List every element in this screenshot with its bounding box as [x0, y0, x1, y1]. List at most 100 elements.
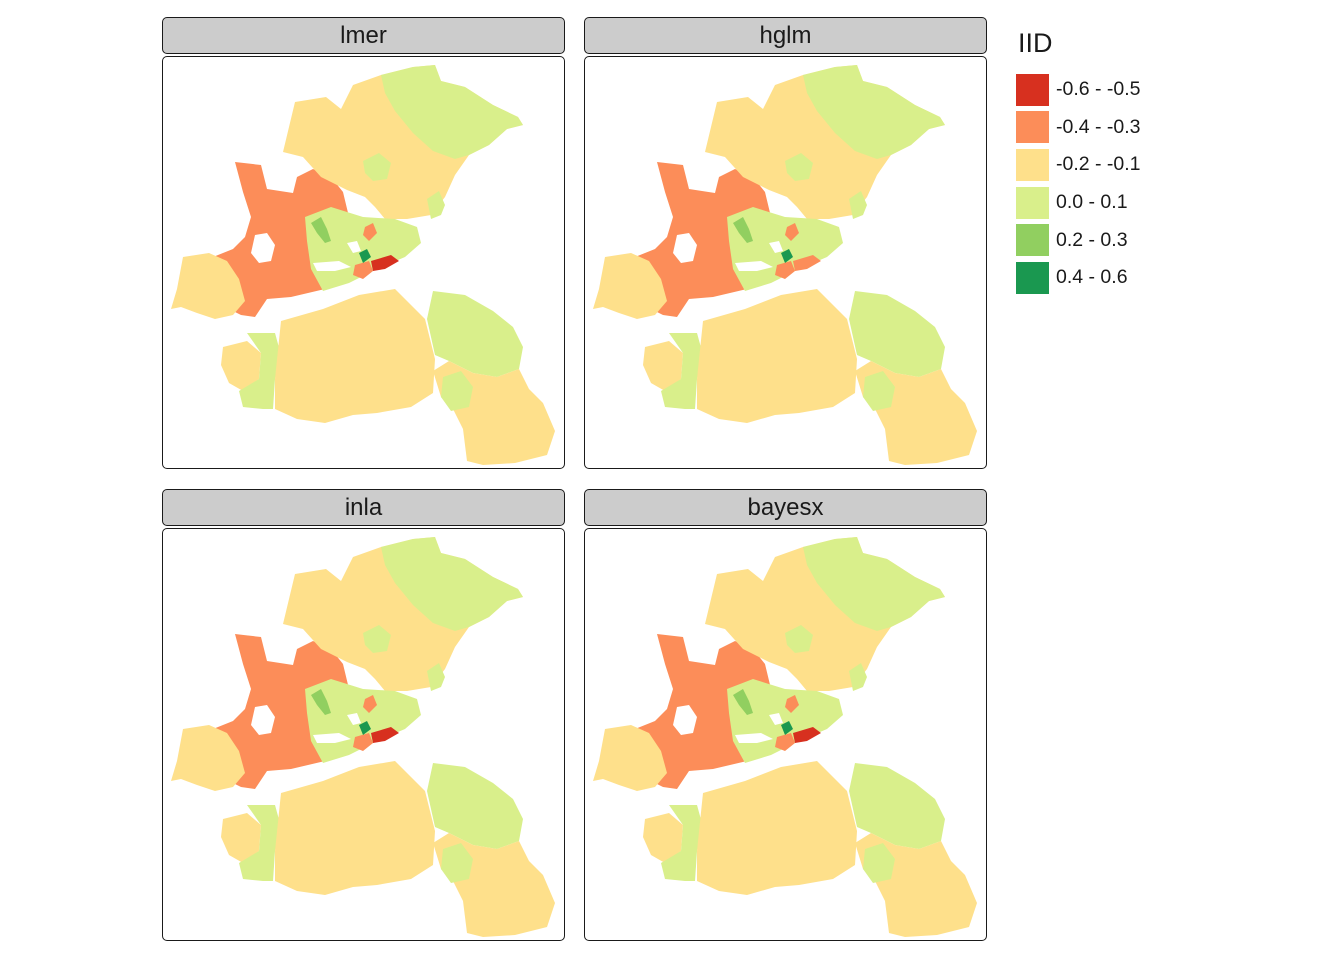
map-svg	[593, 65, 977, 465]
legend-label: -0.4 - -0.3	[1056, 115, 1141, 138]
region-sw-left	[661, 805, 703, 881]
region-north-b	[381, 537, 523, 631]
choropleth-map	[162, 528, 565, 941]
region-top-orange	[363, 695, 377, 713]
region-e-mid	[427, 763, 523, 849]
region-c-red	[793, 255, 821, 271]
map-hole-0	[673, 233, 697, 263]
region-n-inner	[363, 153, 391, 181]
map-hole-0	[673, 705, 697, 735]
region-s-center	[275, 761, 435, 895]
legend: IID -0.6 - -0.5 -0.4 - -0.3 -0.2 - -0.1 …	[1016, 28, 1141, 297]
region-top-orange	[785, 695, 799, 713]
region-s-center	[697, 761, 857, 895]
legend-item: 0.4 - 0.6	[1016, 259, 1141, 297]
legend-item: -0.4 - -0.3	[1016, 109, 1141, 147]
region-sw-small	[643, 341, 683, 391]
region-ne-strip	[427, 191, 445, 219]
legend-label: 0.4 - 0.6	[1056, 266, 1128, 289]
region-c-green	[359, 721, 371, 735]
region-se-inner	[441, 843, 473, 883]
legend-swatch	[1016, 186, 1049, 219]
facet-strip-title: lmer	[162, 17, 565, 54]
legend-label: 0.0 - 0.1	[1056, 191, 1128, 214]
map-hole-1	[735, 733, 773, 743]
region-sw-left	[239, 333, 281, 409]
region-top-orange	[785, 223, 799, 241]
region-c-orange	[353, 733, 373, 751]
legend-item: 0.0 - 0.1	[1016, 184, 1141, 222]
region-sw-left	[661, 333, 703, 409]
facet-panel-bayesx: bayesx	[584, 489, 987, 941]
legend-swatch	[1016, 224, 1049, 257]
map-hole-1	[735, 261, 773, 271]
region-e-mid	[849, 763, 945, 849]
region-c-green	[781, 249, 793, 263]
region-west-mid	[171, 725, 245, 791]
region-c-green	[781, 721, 793, 735]
facet-panel-lmer: lmer	[162, 17, 565, 469]
region-wet-left	[311, 689, 331, 715]
region-s-center	[275, 289, 435, 423]
legend-swatch	[1016, 148, 1049, 181]
map-svg	[171, 537, 555, 937]
region-sw-small	[643, 813, 683, 863]
legend-item: -0.6 - -0.5	[1016, 71, 1141, 109]
facet-panel-hglm: hglm	[584, 17, 987, 469]
region-wet-left	[733, 689, 753, 715]
facet-strip-title: bayesx	[584, 489, 987, 526]
region-ne-strip	[849, 191, 867, 219]
map-hole-2	[769, 241, 783, 253]
region-north-b	[381, 65, 523, 159]
region-c-orange	[775, 733, 795, 751]
legend-title: IID	[1018, 28, 1053, 58]
legend-item: -0.2 - -0.1	[1016, 146, 1141, 184]
choropleth-map	[584, 528, 987, 941]
region-west-mid	[171, 253, 245, 319]
legend-swatch	[1016, 111, 1049, 144]
region-s-center	[697, 289, 857, 423]
region-sw-left	[239, 805, 281, 881]
map-hole-1	[313, 261, 351, 271]
region-wet-left	[311, 217, 331, 243]
map-hole-2	[347, 713, 361, 725]
map-hole-0	[251, 233, 275, 263]
region-sw-small	[221, 813, 261, 863]
legend-label: 0.2 - 0.3	[1056, 228, 1128, 251]
region-west-mid	[593, 725, 667, 791]
map-hole-1	[313, 733, 351, 743]
legend-label: -0.2 - -0.1	[1056, 153, 1141, 176]
region-n-inner	[363, 625, 391, 653]
map-svg	[171, 65, 555, 465]
choropleth-map	[584, 56, 987, 469]
region-n-inner	[785, 625, 813, 653]
choropleth-map	[162, 56, 565, 469]
facet-panel-inla: inla	[162, 489, 565, 941]
region-c-red	[793, 727, 821, 743]
map-hole-2	[347, 241, 361, 253]
region-e-mid	[427, 291, 523, 377]
region-c-green	[359, 249, 371, 263]
region-se-inner	[441, 371, 473, 411]
region-top-orange	[363, 223, 377, 241]
region-c-orange	[353, 261, 373, 279]
region-sw-small	[221, 341, 261, 391]
region-north-b	[803, 537, 945, 631]
region-c-red	[371, 727, 399, 743]
legend-label: -0.6 - -0.5	[1056, 78, 1141, 101]
region-c-orange	[775, 261, 795, 279]
map-hole-2	[769, 713, 783, 725]
region-ne-strip	[849, 663, 867, 691]
map-svg	[593, 537, 977, 937]
region-c-red	[371, 255, 399, 271]
facet-strip-title: inla	[162, 489, 565, 526]
region-west-mid	[593, 253, 667, 319]
legend-item: 0.2 - 0.3	[1016, 221, 1141, 259]
region-se-inner	[863, 843, 895, 883]
facet-strip-title: hglm	[584, 17, 987, 54]
region-n-inner	[785, 153, 813, 181]
legend-swatch	[1016, 73, 1049, 106]
region-north-b	[803, 65, 945, 159]
map-hole-0	[251, 705, 275, 735]
region-e-mid	[849, 291, 945, 377]
